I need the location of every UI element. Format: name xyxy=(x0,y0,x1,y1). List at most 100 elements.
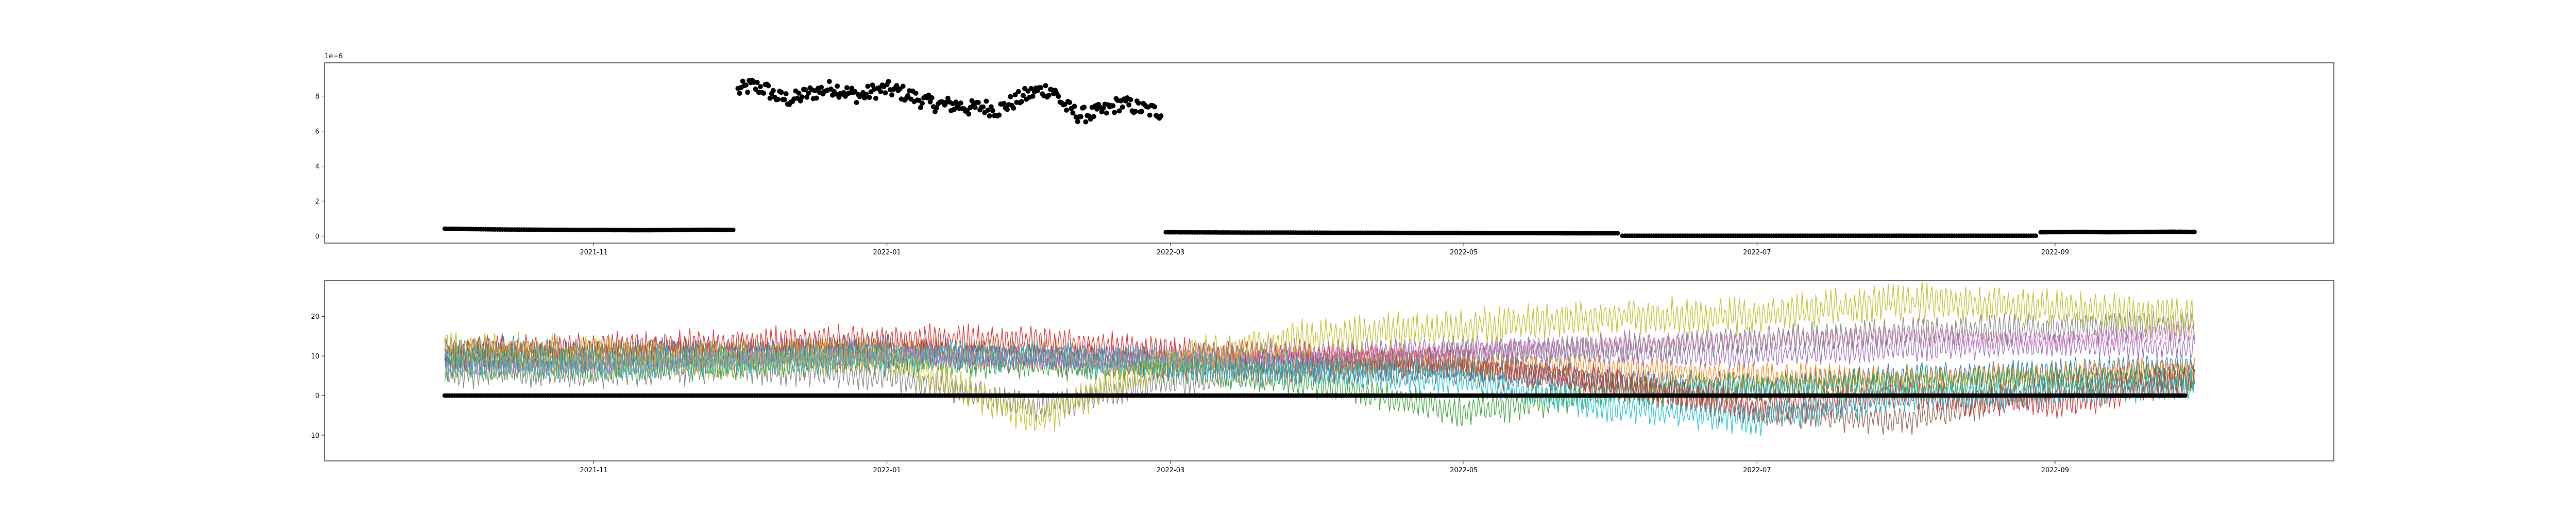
data-point xyxy=(753,87,758,92)
data-point xyxy=(953,99,959,105)
data-point xyxy=(889,92,894,98)
data-point xyxy=(1046,93,1052,98)
data-point xyxy=(783,91,789,96)
data-point xyxy=(799,94,805,100)
data-point xyxy=(1128,97,1133,102)
data-point xyxy=(1067,100,1073,105)
data-point xyxy=(775,96,781,102)
y-tick-label: 8 xyxy=(315,93,319,101)
top-chart-markers xyxy=(442,78,2197,238)
data-point xyxy=(972,105,978,110)
data-point xyxy=(833,91,839,97)
data-point xyxy=(2192,229,2197,234)
x-tick-label: 2022-07 xyxy=(1743,467,1771,474)
data-point xyxy=(1091,114,1096,119)
data-point xyxy=(984,98,989,104)
bottom-chart-frame xyxy=(324,280,2334,461)
data-point xyxy=(770,88,776,93)
data-point xyxy=(835,83,840,89)
data-point xyxy=(905,93,911,98)
data-point xyxy=(1100,106,1106,111)
data-point xyxy=(737,91,742,96)
x-tick-label: 2022-07 xyxy=(1743,249,1771,256)
data-point xyxy=(1104,110,1109,116)
data-point xyxy=(1139,109,1145,114)
y-tick-label: 6 xyxy=(315,128,319,136)
data-point xyxy=(731,228,736,232)
data-point xyxy=(1008,94,1013,99)
data-point xyxy=(886,79,891,84)
data-point xyxy=(854,100,859,106)
x-tick-label: 2022-03 xyxy=(1157,249,1184,256)
data-point xyxy=(1015,89,1021,94)
data-point xyxy=(1012,92,1018,98)
data-point xyxy=(966,111,972,117)
top-chart-frame xyxy=(324,62,2334,244)
data-point xyxy=(918,105,923,110)
data-point xyxy=(934,105,939,111)
x-tick-label: 2022-09 xyxy=(2041,249,2069,256)
data-point xyxy=(985,107,991,113)
x-tick-label: 2022-05 xyxy=(1450,467,1478,474)
x-tick-label: 2022-03 xyxy=(1157,467,1184,474)
data-point xyxy=(852,89,858,94)
x-tick-label: 2022-01 xyxy=(873,249,901,256)
bottom-chart-axes: 2021-11 2022-01 2022-03 2022-05 2022-07 2022-… xyxy=(309,313,2069,474)
data-point xyxy=(844,85,850,91)
series-line xyxy=(444,281,2195,432)
data-point xyxy=(761,91,767,96)
data-point xyxy=(745,90,751,95)
data-point xyxy=(1112,110,1117,115)
bottom-chart-panel: 2021-11 2022-01 2022-03 2022-05 2022-07 2022-… xyxy=(309,280,2334,474)
data-point xyxy=(798,98,803,104)
data-point xyxy=(1030,93,1036,99)
data-point xyxy=(865,83,871,89)
data-point xyxy=(1043,83,1048,89)
data-point xyxy=(1078,114,1083,119)
x-tick-label: 2022-09 xyxy=(2041,467,2069,474)
y-tick-label: 10 xyxy=(311,353,319,360)
data-point xyxy=(929,95,935,100)
data-point xyxy=(1120,104,1125,110)
data-point xyxy=(1110,103,1116,109)
data-point xyxy=(778,90,784,95)
data-point xyxy=(952,107,957,112)
data-point xyxy=(867,95,872,100)
data-point xyxy=(900,83,906,89)
data-point xyxy=(814,95,819,101)
y-axis-offset-label: 1e−6 xyxy=(325,53,343,60)
data-point xyxy=(894,83,900,89)
top-chart-panel: 1e−6 2021-11 2022-01 2022-03 2022-05 2022-07… xyxy=(315,53,2334,256)
data-point xyxy=(1126,102,1132,108)
data-point xyxy=(740,78,745,84)
data-point xyxy=(1116,108,1122,114)
data-point xyxy=(1132,109,1138,114)
data-point xyxy=(757,84,763,90)
y-tick-label: 20 xyxy=(311,313,319,321)
zero-marker xyxy=(2182,393,2188,398)
data-point xyxy=(1615,231,1620,236)
y-tick-label: 0 xyxy=(315,392,319,400)
data-point xyxy=(743,82,749,88)
data-point xyxy=(803,87,808,93)
data-point xyxy=(766,83,771,89)
data-point xyxy=(920,100,925,106)
x-tick-label: 2022-05 xyxy=(1450,249,1478,256)
y-tick-label: -10 xyxy=(309,432,319,440)
series-line xyxy=(444,343,2195,427)
data-point xyxy=(883,90,888,96)
data-point xyxy=(1001,100,1007,106)
data-point xyxy=(1004,107,1010,112)
data-point xyxy=(870,82,875,88)
data-point xyxy=(1136,100,1141,106)
top-chart-axes: 2021-11 2022-01 2022-03 2022-05 2022-07 2022-… xyxy=(315,93,2069,256)
data-point xyxy=(927,99,933,105)
y-tick-label: 0 xyxy=(315,233,319,241)
data-point xyxy=(873,95,878,101)
data-point xyxy=(987,113,992,118)
data-point xyxy=(1064,107,1069,113)
data-point xyxy=(975,100,981,106)
data-point xyxy=(1070,110,1076,116)
